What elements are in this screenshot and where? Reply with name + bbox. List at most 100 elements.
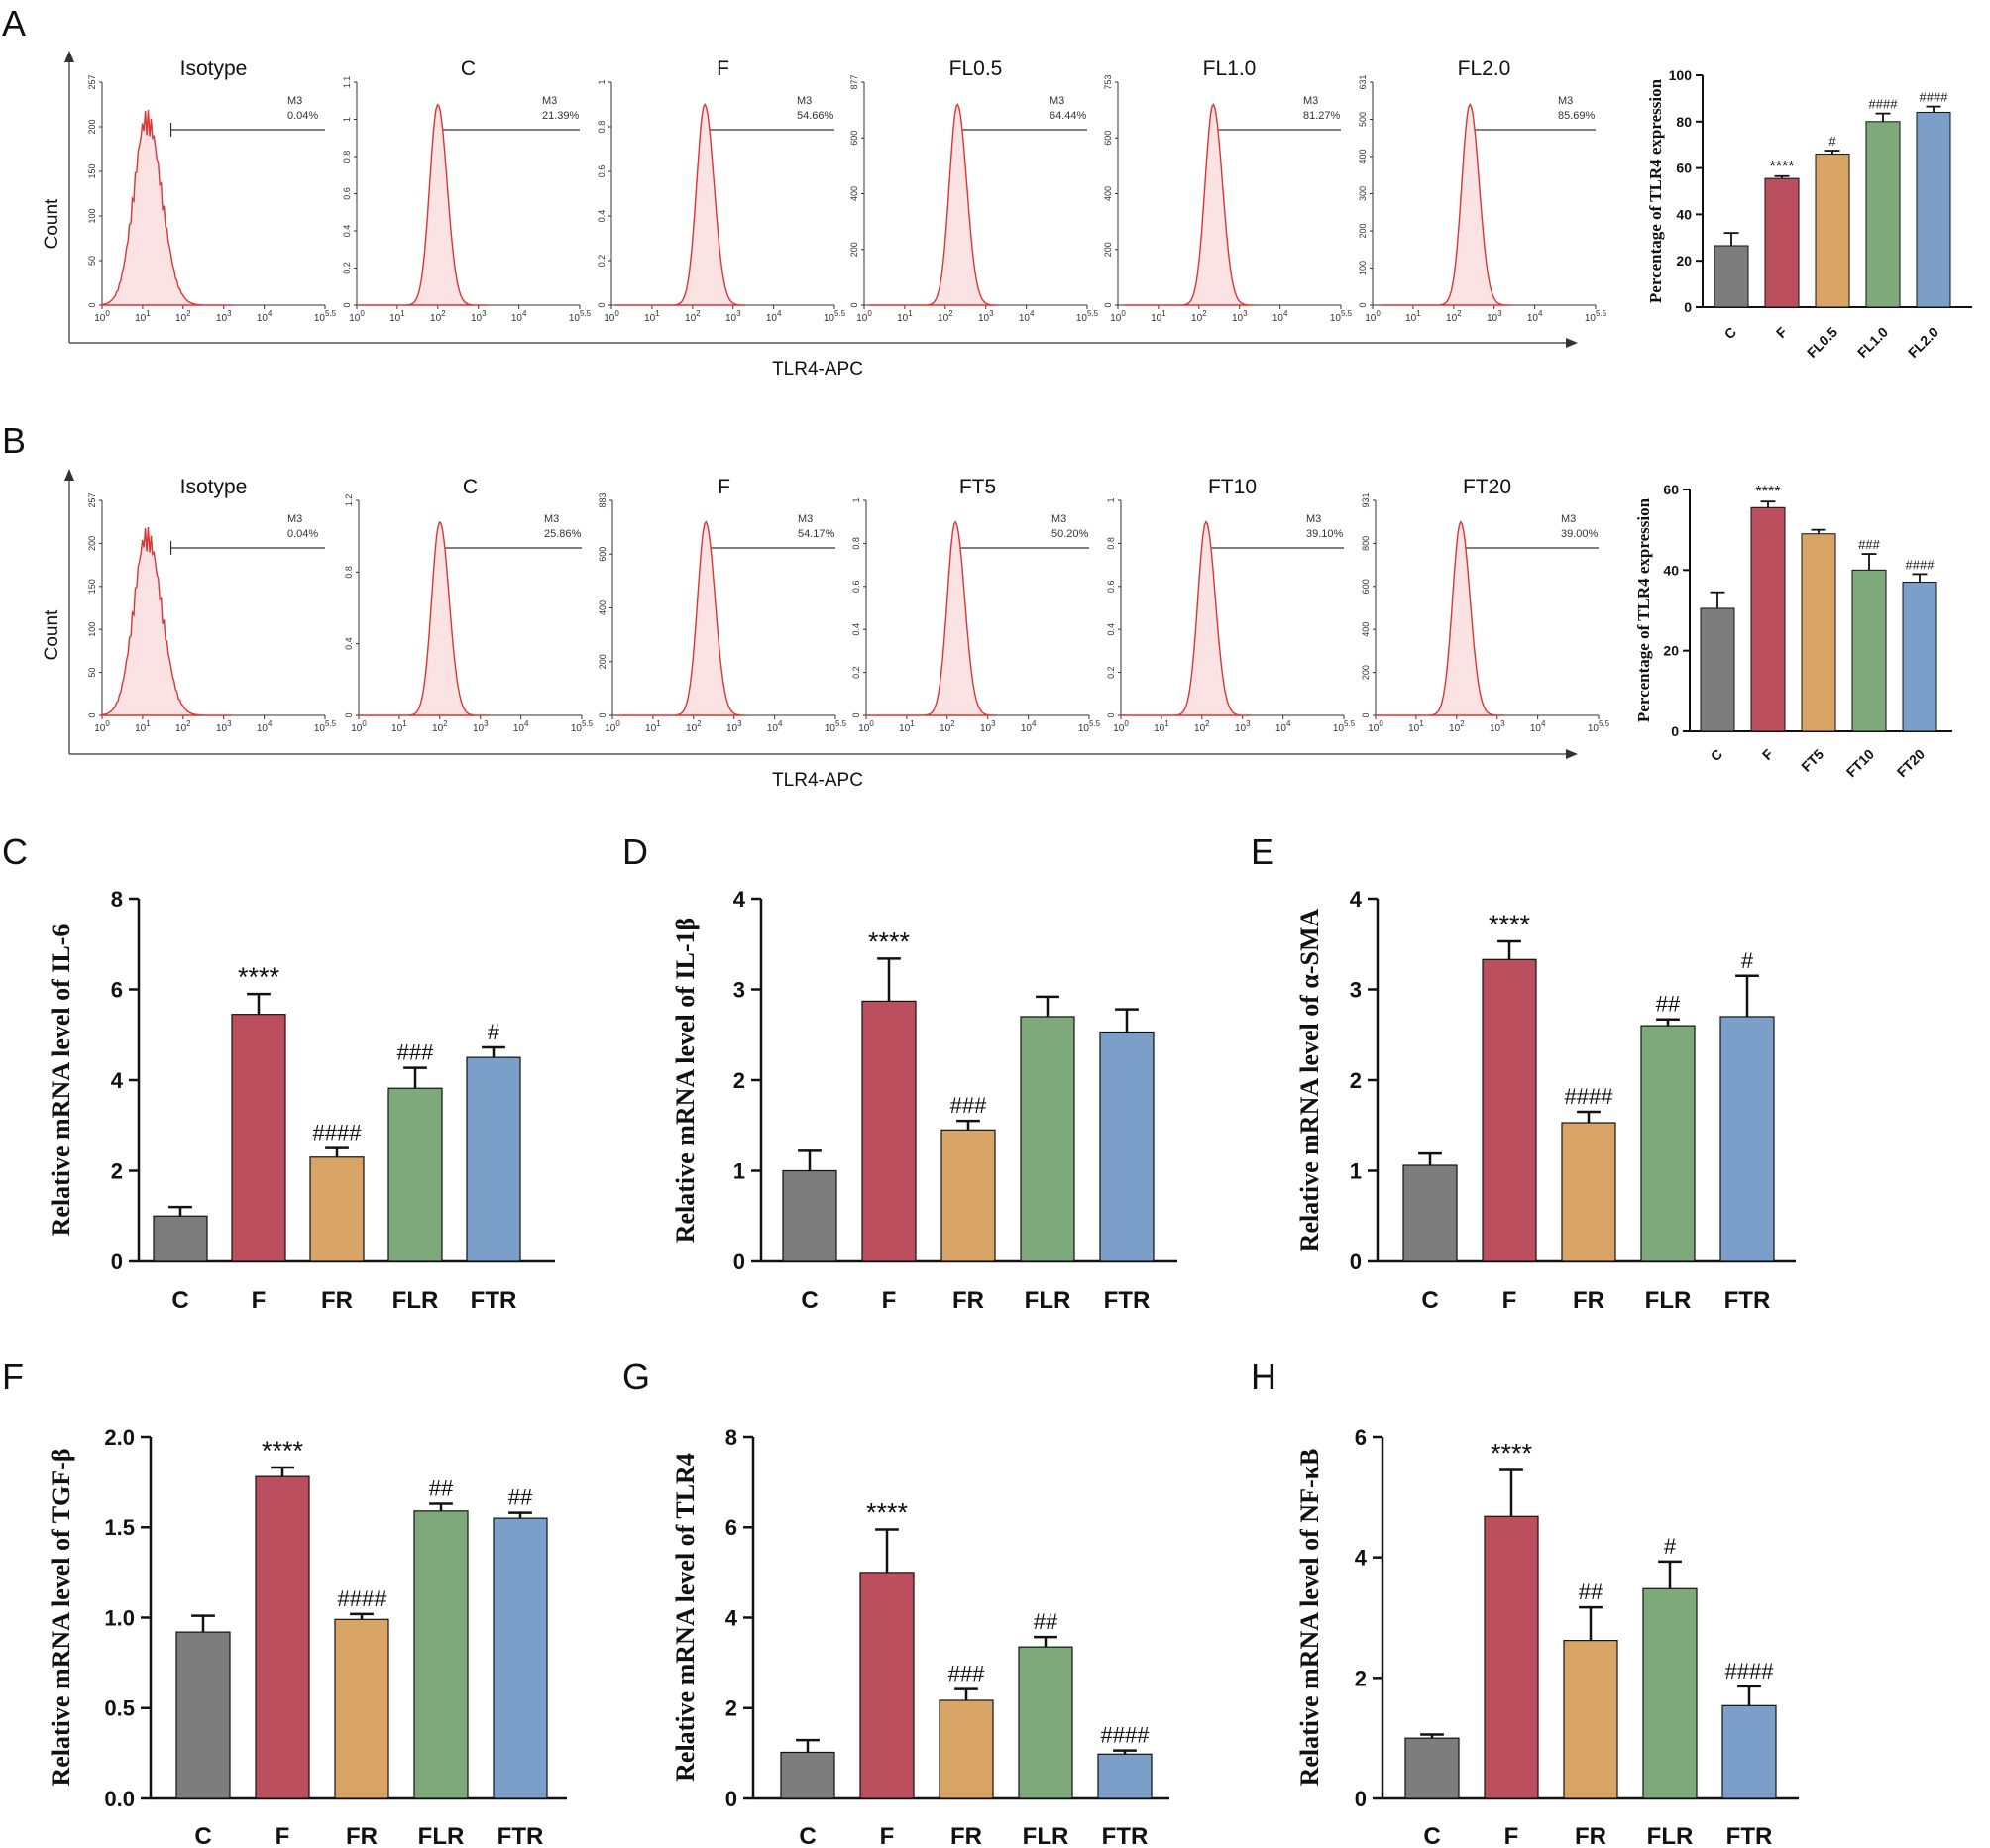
bar-category-label: FL1.0 [1854,324,1891,361]
significance-label: #### [338,1586,387,1611]
histogram-curve [1381,103,1511,306]
histogram-x-tick-label: 101 [391,719,407,734]
bar-y-tick-label: 2 [725,1696,737,1721]
histogram-x-tick-label: 103 [473,719,489,734]
histogram-y-tick-label: 1.1 [342,76,352,89]
bar-y-axis-label: Relative mRNA level of IL-6 [47,924,75,1237]
bar [1719,1016,1775,1262]
histogram-title: C [461,57,476,80]
significance-label: #### [1869,97,1899,112]
histogram-y-tick-label: 400 [598,600,608,615]
gate-label: M3 [1051,513,1066,525]
histogram-y-tick-label: 931 [1361,492,1371,507]
bar-category-label: FR [1575,1823,1606,1848]
histogram-x-tick-label: 103 [978,309,994,324]
bar-y-tick-label: 8 [725,1425,737,1450]
histogram-x-tick-label: 101 [645,719,661,734]
bar-category-label: FTR [498,1823,544,1848]
significance-label: #### [1725,1659,1775,1684]
panel-letter-g: G [622,1357,650,1397]
histogram-x-tick-label: 105.5 [825,719,847,734]
histogram-x-tick-label: 100 [351,719,367,734]
x-axis-label: TLR4-APC [772,359,863,380]
bar-category-label: C [1721,324,1739,342]
histogram-x-tick-label: 101 [1405,309,1421,324]
bar-y-tick-label: 6 [725,1515,737,1540]
significance-label: ### [948,1662,985,1686]
histogram-y-tick-label: 1 [597,79,607,84]
significance-label: ## [1656,992,1681,1017]
bar-category-label: FL0.5 [1804,324,1840,361]
bar-category-label: F [252,1287,267,1314]
bar-category-label: C [799,1823,816,1848]
gate-label: M3 [544,513,559,525]
histogram-y-tick-label: 753 [1103,74,1113,89]
y-axis-label: Count [42,609,62,660]
histogram-y-tick-label: 800 [1361,536,1371,551]
histogram-x-tick-label: 103 [725,309,741,324]
bar-category-label: FL2.0 [1905,324,1941,361]
histogram-x-tick-label: 100 [94,719,110,734]
histogram-curve [1376,520,1505,716]
histogram-y-tick-label: 1.2 [344,494,354,507]
significance-label: #### [1565,1084,1614,1109]
histogram-x-tick-label: 100 [349,309,365,324]
significance-label: # [488,1020,500,1044]
histogram-y-tick-label: 400 [849,186,859,201]
histogram-x-tick-label: 102 [1449,719,1465,734]
bar [859,1572,915,1799]
bar-category-label: F [276,1823,290,1848]
histogram-y-tick-label: 400 [1361,622,1371,637]
histogram-y-tick-label: 0.4 [851,623,861,636]
histogram-x-tick-label: 102 [686,719,702,734]
bar-category-label: F [1502,1287,1517,1314]
histogram-y-tick-label: 600 [598,547,608,562]
bar [1482,958,1537,1262]
bar-category-label: FLR [418,1823,465,1848]
histogram-y-tick-label: 0 [1103,302,1113,307]
histogram-x-tick-label: 105.5 [1078,719,1101,734]
histogram-y-tick-label: 200 [87,119,97,134]
bar [1801,533,1836,732]
bar [1764,177,1800,308]
bar [1404,1737,1460,1799]
bar [782,1169,837,1262]
histogram-y-tick-label: 1 [342,117,352,122]
bar [1099,1031,1155,1262]
bar [1721,1704,1777,1799]
bar-category-label: FLR [1645,1287,1692,1314]
bar-category-label: FTR [1726,1823,1773,1848]
significance-label: ## [429,1476,454,1501]
histogram-y-tick-label: 50 [87,668,97,678]
histogram-x-tick-label: 100 [858,719,874,734]
histogram-x-tick-label: 103 [1232,309,1248,324]
bar [153,1215,208,1262]
bar-y-tick-label: 2 [1355,1666,1367,1690]
significance-label: ### [397,1040,434,1065]
histogram-y-tick-label: 0.8 [851,537,861,550]
gate-percentage: 81.27% [1303,110,1341,122]
gate-label: M3 [1561,513,1576,525]
histogram-x-tick-label: 100 [604,309,619,324]
bar [1563,1640,1618,1799]
significance-label: #### [1101,1723,1151,1748]
histogram-y-tick-label: 600 [1103,131,1113,146]
histogram-y-tick-label: 0.4 [1106,623,1116,636]
bar-category-label: FT20 [1894,746,1929,781]
histogram-y-tick-label: 0 [851,712,861,717]
bar-y-tick-label: 20 [1676,253,1692,269]
bar [939,1699,994,1799]
gate-percentage: 0.04% [287,528,318,540]
bar-y-tick-label: 2 [1350,1068,1362,1093]
bar-y-axis-label: Relative mRNA level of IL-1β [671,918,700,1244]
gate-percentage: 64.44% [1050,110,1087,122]
significance-label: **** [238,962,280,992]
histogram-x-tick-label: 101 [899,719,915,734]
histogram-y-tick-label: 0.8 [342,151,352,163]
bar [255,1475,310,1799]
bar [1642,1587,1698,1799]
bar-y-tick-label: 0 [1684,299,1692,315]
histogram-title: FT10 [1208,476,1257,498]
histogram-y-tick-label: 150 [87,579,97,594]
